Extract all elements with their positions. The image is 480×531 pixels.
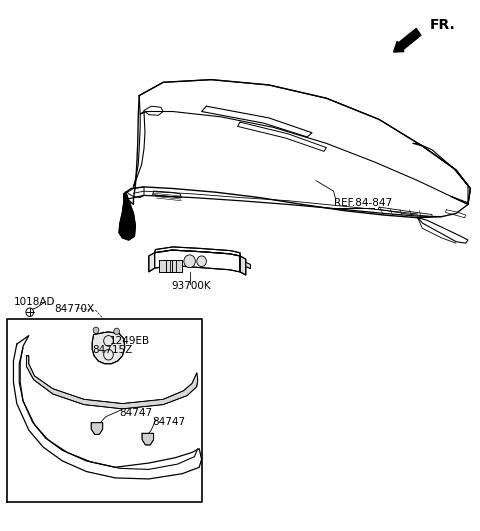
Text: 84747: 84747 [119,408,152,418]
Polygon shape [119,192,135,240]
Polygon shape [240,256,246,275]
Polygon shape [159,260,170,272]
Polygon shape [166,260,176,272]
Circle shape [197,256,206,267]
Polygon shape [26,356,198,409]
Polygon shape [92,332,125,364]
Circle shape [93,327,99,333]
Text: 84715Z: 84715Z [92,346,132,355]
Circle shape [114,328,120,335]
Polygon shape [172,260,182,272]
Polygon shape [155,250,240,272]
Polygon shape [91,423,103,434]
Text: 84770X: 84770X [54,304,94,314]
Polygon shape [142,433,154,445]
Text: 84747: 84747 [153,417,186,427]
Polygon shape [149,253,155,272]
Polygon shape [155,247,240,256]
Text: REF.84-847: REF.84-847 [334,198,392,208]
Circle shape [184,255,195,268]
Text: 1249EB: 1249EB [109,336,150,346]
Text: 1018AD: 1018AD [13,297,55,306]
FancyArrow shape [394,29,421,52]
Text: 93700K: 93700K [172,281,212,291]
Text: FR.: FR. [430,19,456,32]
Polygon shape [246,262,251,269]
